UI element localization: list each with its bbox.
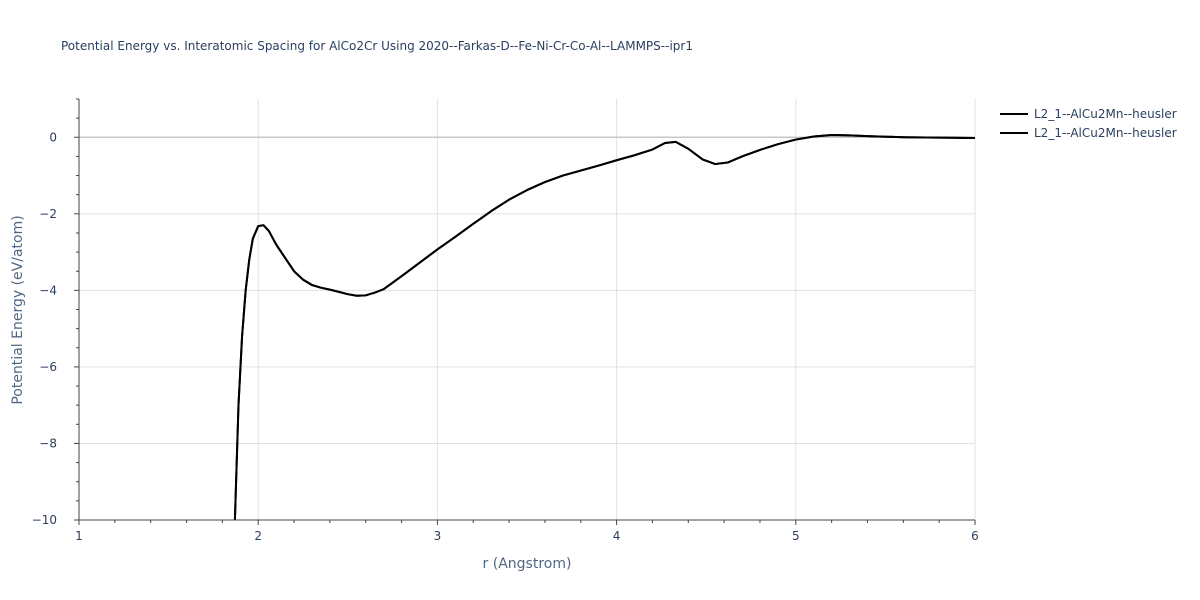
- axes-layer: 1 2 3 4 5 6 0 −2 −4 −6 −8 −10: [32, 99, 979, 543]
- legend[interactable]: L2_1--AlCu2Mn--heusler L2_1--AlCu2Mn--heu…: [1000, 107, 1177, 140]
- minor-tick-layer: [76, 98, 940, 523]
- series-layer: [233, 133, 975, 520]
- legend-label: L2_1--AlCu2Mn--heusler: [1034, 107, 1177, 121]
- series-line-2: [233, 133, 975, 520]
- x-tick-label: 5: [792, 529, 800, 543]
- y-tick-label: −2: [39, 207, 57, 221]
- x-tick-label: 3: [434, 529, 442, 543]
- chart-title: Potential Energy vs. Interatomic Spacing…: [61, 39, 693, 53]
- y-tick-label: −6: [39, 360, 57, 374]
- y-axis-title: Potential Energy (eV/atom): [10, 215, 26, 404]
- series-line-1: [233, 133, 975, 520]
- legend-item[interactable]: L2_1--AlCu2Mn--heusler: [1000, 126, 1177, 140]
- x-tick-label: 6: [971, 529, 979, 543]
- x-axis-title: r (Angstrom): [483, 556, 572, 572]
- x-tick-label: 1: [75, 529, 83, 543]
- legend-item[interactable]: L2_1--AlCu2Mn--heusler: [1000, 107, 1177, 121]
- legend-label: L2_1--AlCu2Mn--heusler: [1034, 126, 1177, 140]
- y-tick-label: −8: [39, 436, 57, 450]
- y-tick-label: −4: [39, 283, 57, 297]
- x-tick-label: 2: [254, 529, 262, 543]
- y-tick-label: 0: [49, 130, 57, 144]
- y-tick-label: −10: [32, 513, 57, 527]
- grid-layer: [79, 99, 976, 520]
- x-tick-label: 4: [613, 529, 621, 543]
